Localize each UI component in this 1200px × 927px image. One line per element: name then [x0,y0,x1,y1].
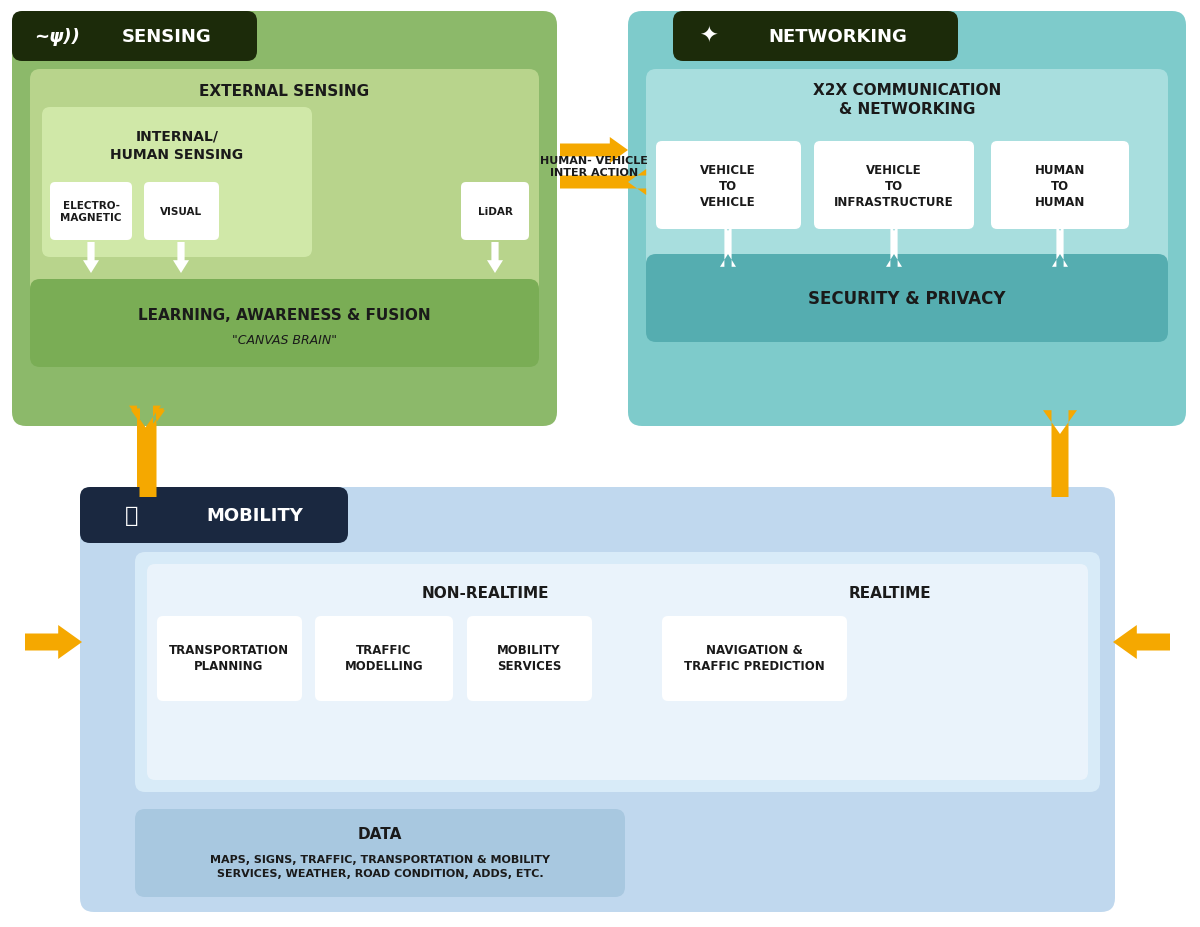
Text: 🚗: 🚗 [125,505,139,526]
FancyBboxPatch shape [80,488,348,543]
FancyBboxPatch shape [148,565,1088,781]
FancyBboxPatch shape [646,255,1168,343]
Text: SENSING: SENSING [122,28,212,46]
FancyBboxPatch shape [814,142,974,230]
Text: NON-REALTIME: NON-REALTIME [422,585,550,600]
FancyBboxPatch shape [30,70,539,355]
Text: ~ψ)): ~ψ)) [34,28,80,46]
Text: NETWORKING: NETWORKING [768,28,907,46]
Polygon shape [487,243,503,273]
FancyBboxPatch shape [42,108,312,258]
FancyBboxPatch shape [80,488,1115,912]
Text: "CANVAS BRAIN": "CANVAS BRAIN" [232,333,336,346]
Polygon shape [886,219,902,268]
Polygon shape [173,243,190,273]
Polygon shape [83,243,100,273]
Text: HUMAN
TO
HUMAN: HUMAN TO HUMAN [1034,163,1085,209]
Polygon shape [560,138,628,164]
FancyBboxPatch shape [157,616,302,701]
Text: LEARNING, AWARENESS & FUSION: LEARNING, AWARENESS & FUSION [138,307,431,323]
Polygon shape [130,406,161,488]
Text: LiDAR: LiDAR [478,207,512,217]
FancyBboxPatch shape [646,70,1168,339]
Polygon shape [132,409,164,492]
Text: TRAFFIC
MODELLING: TRAFFIC MODELLING [344,644,424,673]
Text: EXTERNAL SENSING: EXTERNAL SENSING [199,84,370,99]
Text: MOBILITY
SERVICES: MOBILITY SERVICES [497,644,562,673]
FancyBboxPatch shape [461,183,529,241]
Text: VEHICLE
TO
VEHICLE: VEHICLE TO VEHICLE [700,163,756,209]
FancyBboxPatch shape [316,616,454,701]
Text: VEHICLE
TO
INFRASTRUCTURE: VEHICLE TO INFRASTRUCTURE [834,163,954,209]
FancyBboxPatch shape [662,616,847,701]
Polygon shape [1043,411,1078,498]
Text: DATA: DATA [358,827,402,842]
Text: ✦: ✦ [698,27,718,47]
FancyBboxPatch shape [991,142,1129,230]
FancyBboxPatch shape [467,616,592,701]
FancyBboxPatch shape [12,12,257,62]
Text: REALTIME: REALTIME [850,585,931,600]
Text: MAPS, SIGNS, TRAFFIC, TRANSPORTATION & MOBILITY
SERVICES, WEATHER, ROAD CONDITIO: MAPS, SIGNS, TRAFFIC, TRANSPORTATION & M… [210,855,550,878]
Polygon shape [131,411,166,498]
Text: VISUAL: VISUAL [160,207,202,217]
FancyBboxPatch shape [144,183,220,241]
FancyBboxPatch shape [12,12,557,426]
FancyBboxPatch shape [136,552,1100,793]
Text: ELECTRO-
MAGNETIC: ELECTRO- MAGNETIC [60,200,121,223]
Polygon shape [720,219,736,268]
Text: HUMAN- VEHICLE
INTER ACTION: HUMAN- VEHICLE INTER ACTION [540,156,648,178]
FancyBboxPatch shape [628,12,1186,426]
Polygon shape [132,409,164,492]
FancyBboxPatch shape [30,280,539,368]
Text: NAVIGATION &
TRAFFIC PREDICTION: NAVIGATION & TRAFFIC PREDICTION [684,644,824,673]
FancyBboxPatch shape [656,142,802,230]
FancyBboxPatch shape [136,809,625,897]
FancyBboxPatch shape [673,12,958,62]
Text: INTERNAL/
HUMAN SENSING: INTERNAL/ HUMAN SENSING [110,130,244,162]
FancyBboxPatch shape [50,183,132,241]
Polygon shape [560,170,647,196]
Text: MOBILITY: MOBILITY [206,506,304,525]
Text: SECURITY & PRIVACY: SECURITY & PRIVACY [809,289,1006,308]
Polygon shape [1052,219,1068,268]
Text: TRANSPORTATION
PLANNING: TRANSPORTATION PLANNING [169,644,289,673]
Polygon shape [25,626,82,659]
Text: X2X COMMUNICATION
& NETWORKING: X2X COMMUNICATION & NETWORKING [812,83,1001,118]
Polygon shape [1114,626,1170,659]
